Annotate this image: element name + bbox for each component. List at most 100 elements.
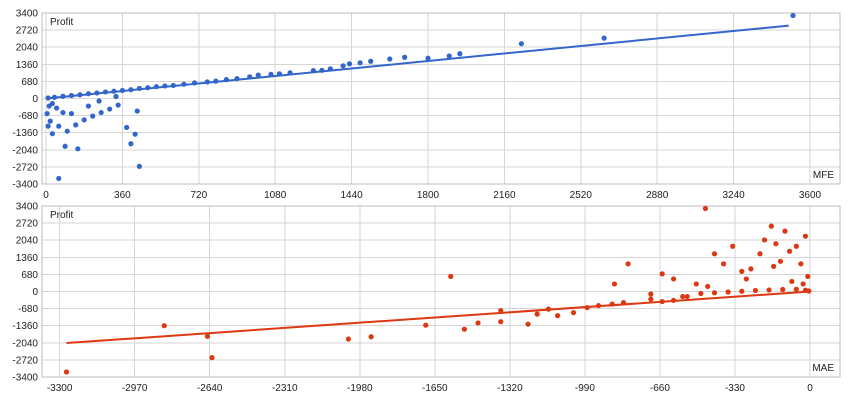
- x-tick-label: 2520: [570, 190, 593, 201]
- data-point: [357, 60, 363, 66]
- trendline: [66, 290, 811, 345]
- data-point: [752, 287, 759, 294]
- data-point: [45, 123, 51, 129]
- data-point: [475, 320, 481, 326]
- data-point: [75, 146, 81, 152]
- data-point: [793, 243, 799, 249]
- data-point: [90, 113, 96, 119]
- points: [63, 205, 812, 375]
- data-point: [98, 109, 104, 116]
- y-tick-label: 2040: [16, 43, 39, 54]
- data-point: [81, 117, 87, 123]
- x-axis-label: MAE: [812, 363, 834, 374]
- y-tick-label: 0: [32, 94, 38, 105]
- data-point: [368, 334, 374, 340]
- y-tick-label: 2720: [16, 26, 39, 37]
- data-point: [659, 271, 665, 277]
- data-point: [684, 293, 690, 300]
- x-tick-label: -2970: [122, 383, 148, 394]
- y-tick-label: -3400: [12, 180, 38, 191]
- x-tick-label: -2310: [272, 383, 298, 394]
- x-tick-label: -330: [725, 383, 745, 394]
- data-point: [113, 93, 119, 100]
- data-point: [457, 51, 463, 57]
- data-point: [739, 288, 745, 294]
- data-point: [768, 223, 774, 229]
- data-point: [345, 336, 352, 342]
- data-point: [601, 35, 607, 41]
- data-point: [132, 131, 138, 137]
- x-tick-label: -990: [575, 383, 595, 394]
- x-tick-label: -660: [650, 383, 670, 394]
- x-tick-label: 2880: [646, 190, 669, 201]
- data-point: [368, 58, 374, 64]
- data-point: [693, 281, 699, 287]
- data-point: [387, 56, 393, 62]
- y-tick-label: 2040: [16, 236, 39, 247]
- y-tick-label: -680: [18, 304, 38, 315]
- data-point: [115, 102, 121, 108]
- data-point: [44, 110, 50, 117]
- data-point: [136, 163, 142, 169]
- data-point: [761, 237, 768, 243]
- trendline: [45, 24, 789, 100]
- data-point: [402, 54, 408, 60]
- y-tick-label: -2720: [12, 162, 38, 173]
- data-point: [47, 118, 53, 124]
- data-point: [340, 63, 346, 69]
- x-tick-label: 1440: [340, 190, 363, 201]
- y-tick-label: -2720: [12, 355, 38, 366]
- y-tick-label: -1360: [12, 321, 38, 332]
- data-point: [73, 122, 79, 128]
- data-point: [711, 251, 718, 257]
- x-tick-label: -1980: [347, 383, 373, 394]
- data-point: [711, 290, 718, 296]
- y-tick-label: 680: [21, 77, 38, 88]
- data-point: [209, 355, 215, 361]
- data-point: [648, 296, 654, 302]
- data-point: [757, 251, 763, 257]
- data-point: [161, 323, 167, 329]
- x-tick-label: -2640: [197, 383, 223, 394]
- data-point: [698, 290, 704, 297]
- y-axis-label: Profit: [50, 210, 74, 221]
- data-point: [56, 123, 62, 129]
- data-point: [64, 128, 70, 134]
- data-point: [107, 106, 113, 112]
- plot-frame: [41, 205, 841, 378]
- data-point: [448, 273, 454, 280]
- data-point: [96, 98, 102, 104]
- data-point: [648, 291, 654, 297]
- y-axis-label: Profit: [50, 17, 74, 28]
- data-point: [56, 175, 62, 182]
- data-point: [85, 103, 92, 109]
- y-tick-label: -1360: [12, 128, 38, 139]
- data-point: [518, 41, 524, 47]
- data-point: [525, 321, 531, 327]
- data-point: [555, 313, 561, 319]
- data-point: [789, 278, 795, 285]
- y-tick-label: 2720: [16, 219, 39, 230]
- x-tick-label: 2160: [493, 190, 516, 201]
- data-point: [702, 205, 709, 212]
- data-point: [128, 141, 134, 147]
- y-tick-label: 680: [21, 270, 38, 281]
- data-point: [782, 228, 788, 234]
- y-tick-label: 1360: [16, 253, 39, 264]
- chart-panel-2: 3400 2720 2040 1360 680 0 -680 -1360 -2040 -2720 -…: [12, 202, 841, 394]
- x-tick-label: 360: [114, 190, 131, 201]
- data-point: [54, 105, 60, 111]
- data-point: [725, 289, 731, 295]
- data-point: [705, 283, 711, 290]
- data-point: [134, 108, 140, 114]
- data-point: [670, 276, 677, 282]
- data-point: [446, 53, 452, 59]
- data-point: [730, 243, 736, 249]
- data-point: [771, 263, 777, 269]
- x-tick-label: 0: [43, 190, 49, 201]
- data-point: [68, 110, 75, 117]
- data-point: [625, 261, 631, 267]
- data-point: [790, 12, 796, 19]
- data-point: [204, 333, 211, 339]
- data-point: [720, 261, 727, 267]
